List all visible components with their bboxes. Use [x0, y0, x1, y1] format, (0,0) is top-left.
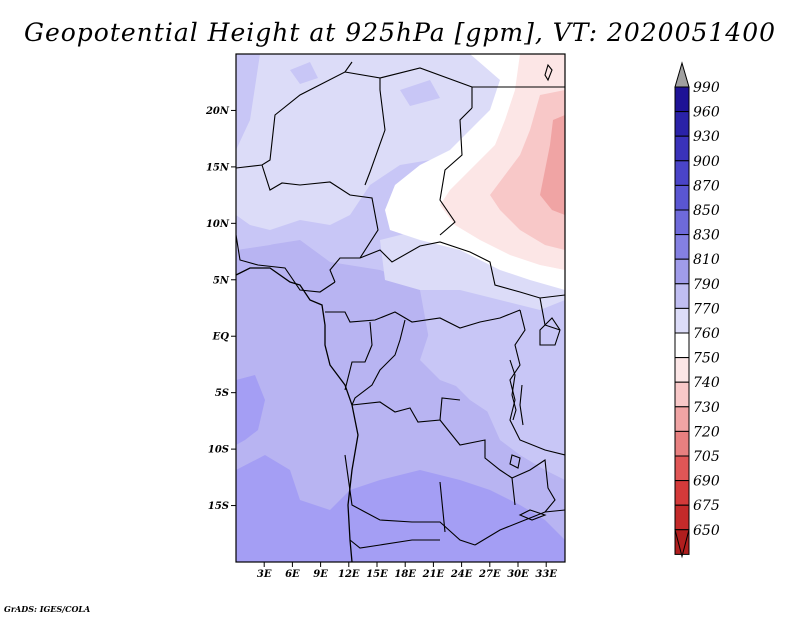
border-line: [351, 319, 406, 406]
colorbar-swatch: [674, 332, 690, 359]
colorbar-swatch: [674, 357, 690, 383]
border-line: [344, 454, 476, 546]
field-mid-west: [236, 240, 565, 562]
lake: [518, 509, 547, 521]
colorbar-swatch: [674, 184, 690, 211]
colorbar-swatch: [674, 406, 690, 432]
border-line: [359, 241, 565, 299]
lat-tick-label: EQ: [212, 332, 230, 343]
colorbar-label: 730: [693, 400, 720, 416]
field-deep-south: [236, 455, 565, 562]
colorbar-swatch: [674, 504, 690, 531]
border-line: [344, 71, 386, 186]
colorbar-swatch: [674, 480, 690, 506]
lon-tick-label: 21E: [422, 569, 445, 580]
colorbar-label: 930: [693, 129, 720, 145]
border-line: [511, 459, 556, 513]
colorbar-swatch: [674, 86, 690, 113]
colorbar-label: 790: [693, 277, 720, 293]
colorbar-swatch: [674, 160, 690, 186]
colorbar-swatch: [674, 430, 690, 457]
colorbar-label: 690: [693, 474, 720, 490]
lon-tick-label: 18E: [394, 569, 416, 580]
lat-tick-label: 5N: [213, 275, 230, 286]
colorbar-swatch: [674, 455, 690, 482]
lon-tick-label: 3E: [257, 569, 272, 580]
colorbar: 990 960 930 900 870 850 830 810 790 770 760 750 740 7…: [674, 61, 720, 559]
colorbar-label: 740: [693, 375, 720, 391]
colorbar-top-arrow: [674, 61, 690, 88]
lat-tick-label: 10N: [206, 219, 230, 230]
lat-tick-label: 15N: [206, 162, 230, 173]
colorbar-label: 760: [693, 326, 720, 342]
colorbar-label: 650: [693, 523, 720, 539]
field-patch-2: [400, 80, 440, 106]
colorbar-label: 720: [693, 424, 720, 440]
borders: [236, 61, 565, 562]
colorbar-swatch: [674, 283, 690, 309]
colorbar-label: 900: [693, 154, 720, 170]
lon-tick-label: 12E: [338, 569, 360, 580]
lat-tick-label: 5S: [215, 388, 229, 399]
colorbar-label: 810: [693, 252, 720, 268]
field-pale: [236, 54, 520, 230]
field-pink3: [540, 115, 565, 215]
lake: [509, 454, 521, 469]
colorbar-label: 960: [693, 105, 720, 121]
colorbar-label: 990: [693, 80, 720, 96]
lake: [519, 384, 524, 426]
lat-tick-label: 10S: [208, 445, 229, 456]
map-frame: [235, 53, 566, 563]
colorbar-swatch: [674, 209, 690, 236]
colorbar-swatch: [674, 111, 690, 137]
border-line: [351, 397, 461, 423]
lon-tick-label: 15E: [366, 569, 388, 580]
field-deep-west: [236, 375, 265, 445]
border-line: [325, 309, 521, 329]
lake: [544, 63, 553, 82]
lon-tick-label: 9E: [313, 569, 328, 580]
border-line: [344, 321, 373, 391]
lat-tick-label: 15S: [208, 501, 229, 512]
field-light-inland: [420, 280, 565, 455]
field-patch-1: [290, 62, 318, 84]
map-title: Geopotential Height at 925hPa [gpm], VT:…: [23, 18, 777, 47]
colorbar-swatch: [674, 258, 690, 285]
lon-tick-label: 6E: [285, 569, 300, 580]
colorbar-label: 675: [693, 498, 720, 514]
lake: [509, 359, 517, 421]
colorbar-label: 830: [693, 228, 720, 244]
border-line: [236, 234, 336, 293]
border-line: [439, 481, 446, 533]
field-pink2: [490, 90, 565, 250]
lon-tick-label: 24E: [450, 569, 473, 580]
credit-label: GrADS: IGES/COLA: [4, 604, 91, 614]
lake: [539, 317, 561, 346]
lon-tick-label: 27E: [478, 569, 501, 580]
border-line: [329, 257, 360, 283]
border-line: [261, 164, 379, 259]
colorbar-label: 850: [693, 203, 720, 219]
border-line: [474, 509, 565, 546]
axes: 20N 15N 10N 5N EQ 5S 10S 15S 3E 6E 9E 12E 15E 18E 21E 2…: [205, 106, 557, 580]
border-line: [349, 539, 440, 549]
lon-tick-label: 33E: [535, 569, 557, 580]
colorbar-swatch: [674, 381, 690, 408]
colorbar-swatch: [674, 307, 690, 334]
colorbar-label: 770: [693, 301, 720, 317]
colorbar-swatch: [674, 135, 690, 162]
height-field: [236, 54, 565, 562]
coastline: [236, 267, 359, 562]
lon-tick-label: 30E: [507, 569, 529, 580]
colorbar-label: 705: [693, 449, 720, 465]
colorbar-swatch: [674, 234, 690, 260]
field-pale-east: [380, 230, 565, 310]
colorbar-label: 750: [693, 351, 720, 367]
lat-tick-label: 20N: [205, 106, 230, 117]
border-line: [379, 67, 473, 108]
border-line: [439, 107, 473, 236]
colorbar-bottom-arrow: [674, 529, 690, 559]
colorbar-label: 870: [693, 178, 720, 194]
